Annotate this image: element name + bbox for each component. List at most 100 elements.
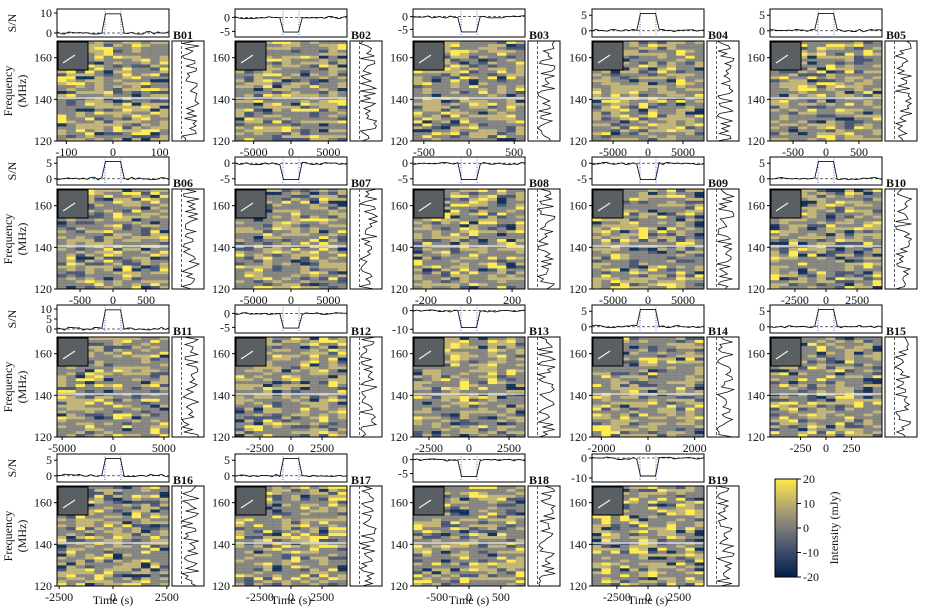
heatmap-cell (328, 105, 339, 110)
heatmap-cell (459, 236, 470, 240)
heatmap-cell (506, 250, 517, 255)
heatmap-cell (103, 221, 114, 225)
heatmap-cell (122, 253, 133, 258)
heatmap-cell (309, 88, 320, 92)
heatmap-cell (620, 73, 630, 77)
sn-frame (591, 156, 705, 186)
heatmap-cell (506, 91, 517, 95)
heatmap-cell (150, 82, 161, 86)
heatmap-cell (122, 227, 133, 231)
heatmap-cell (648, 233, 658, 237)
heatmap-cell (263, 82, 273, 86)
heatmap-cell (281, 41, 292, 45)
heatmap-cell (854, 189, 864, 193)
heatmap-cell (85, 416, 95, 420)
heatmap-cell (113, 410, 123, 414)
heatmap-cell (281, 194, 292, 199)
heatmap-cell (863, 224, 874, 228)
heatmap-cell (85, 212, 95, 216)
heatmap-cell (592, 265, 602, 269)
heatmap-cell (441, 126, 451, 130)
heatmap-cell (75, 413, 86, 417)
heatmap-cell (478, 132, 489, 136)
heatmap-cell (122, 259, 133, 264)
heatmap-cell (872, 189, 883, 193)
heatmap-cell (515, 227, 526, 231)
heatmap-cell (770, 126, 780, 130)
heatmap-cell (506, 76, 517, 80)
heatmap-cell (497, 82, 507, 86)
heatmap-cell (676, 277, 686, 281)
heatmap-cell (413, 286, 423, 290)
heatmap-cell (487, 64, 498, 68)
heatmap-cell (122, 132, 133, 136)
heatmap-cell (422, 126, 433, 130)
heatmap-cell (150, 404, 161, 409)
heatmap-cell (685, 102, 696, 107)
spectrum-curve (537, 40, 556, 142)
heatmap-cell (657, 191, 668, 196)
heatmap-cell (253, 91, 264, 95)
heatmap-cell (657, 286, 668, 290)
heatmap-cell (666, 58, 677, 63)
heatmap-cell (309, 363, 320, 367)
heatmap-cell (694, 203, 705, 208)
heatmap-cell (122, 404, 133, 409)
heatmap-cell (150, 85, 161, 89)
heatmap-cell (103, 99, 114, 104)
heatmap-cell (281, 126, 292, 130)
heatmap-cell (816, 114, 827, 118)
heatmap-cell (337, 70, 348, 74)
heatmap-cell (779, 280, 790, 284)
heatmap-cell (816, 194, 827, 199)
heatmap-cell (150, 111, 161, 116)
heatmap-cell (770, 129, 780, 133)
time-tick-label: 0 (466, 145, 472, 159)
heatmap-cell (506, 259, 517, 264)
heatmap-cell (150, 416, 161, 420)
heatmap-cell (66, 431, 77, 435)
heatmap-cell (319, 342, 329, 347)
heatmap-cell (666, 70, 677, 74)
heatmap-cell (57, 268, 67, 272)
heatmap-cell (272, 250, 283, 255)
heatmap-cell (159, 85, 170, 89)
heatmap-cell (770, 76, 780, 80)
heatmap-cell (610, 230, 621, 234)
heatmap-cell (487, 247, 498, 252)
freq-tick-label: 160 (747, 51, 765, 65)
heatmap-cell (319, 189, 329, 193)
heatmap-cell (281, 247, 292, 252)
heatmap-cell (141, 209, 151, 214)
heatmap-cell (459, 247, 470, 252)
heatmap-cell (66, 422, 77, 426)
heatmap-cell (648, 82, 658, 86)
heatmap-cell (826, 41, 836, 45)
heatmap-cell (113, 230, 123, 234)
heatmap-cell (75, 108, 86, 113)
heatmap-cell (66, 425, 77, 429)
heatmap-cell (694, 241, 705, 246)
heatmap-cell (648, 236, 658, 240)
heatmap-cell (610, 286, 621, 290)
heatmap-cell (487, 135, 498, 139)
heatmap-cell (300, 221, 311, 225)
heatmap-cell (835, 206, 846, 211)
heatmap-cell (263, 360, 273, 364)
heatmap-cell (272, 111, 283, 116)
heatmap-cell (431, 79, 442, 83)
heatmap-cell (94, 200, 105, 205)
heatmap-cell (66, 239, 77, 243)
heatmap-cell (319, 61, 329, 66)
heatmap-cell (159, 197, 170, 202)
heatmap-cell (450, 209, 461, 214)
heatmap-cell (413, 105, 423, 110)
heatmap-cell (66, 274, 77, 278)
heatmap-cell (319, 93, 329, 98)
heatmap-cell (854, 227, 864, 231)
heatmap-cell (319, 135, 329, 139)
heatmap-cell (854, 46, 864, 51)
heatmap-cell (478, 230, 489, 234)
heatmap-cell (863, 58, 874, 63)
heatmap-cell (694, 259, 705, 264)
